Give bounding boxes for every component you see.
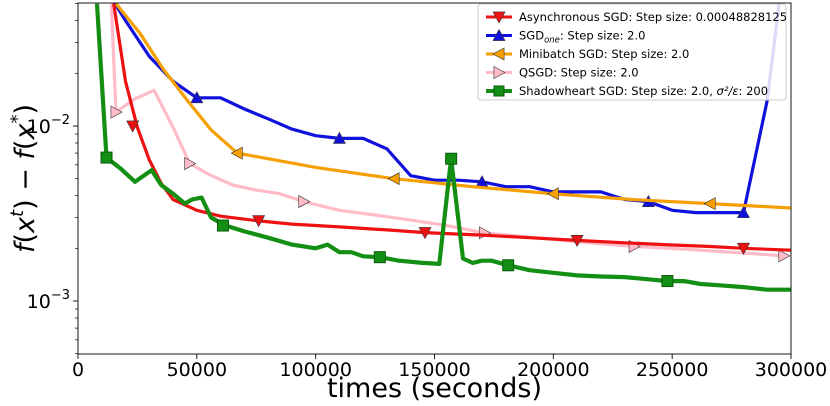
y-tick-exp: −3 [51,288,70,303]
svg-text:f(xt) − f(x*): f(xt) − f(x*) [7,104,41,253]
data-marker [703,197,716,211]
y-title-paren1: ( [10,233,41,244]
data-marker [252,215,266,228]
legend-label: Minibatch SGD: Step size: 2.0 [519,47,689,61]
x-tick-label: 300000 [755,359,828,381]
legend-marker [492,28,506,41]
legend-item: QSGD: Step size: 2.0 [486,66,639,80]
legend-label-math: σ²/ε [717,84,739,98]
data-marker [110,105,123,119]
x-tick-label: 100000 [279,359,352,381]
data-marker [570,234,584,248]
y-title-paren2: ( [10,140,41,151]
legend: Asynchronous SGD: Step size: 0.000488281… [477,3,787,101]
legend-item: Shadowheart SGD: Step size: 2.0, σ²/ε: 2… [486,84,768,98]
y-title-sup1: t [7,209,28,217]
legend-label: QSGD: Step size: 2.0 [519,66,639,80]
legend-marker [493,85,505,97]
legend-label: Asynchronous SGD: Step size: 0.000488281… [519,10,787,24]
legend-label-main: Minibatch SGD: Step size: 2.0 [519,47,689,61]
legend-marker [492,11,506,24]
data-marker [126,120,140,133]
legend-label-main: SGD [519,29,544,43]
legend-label-main: QSGD: Step size: 2.0 [519,66,639,80]
legend-label: SGDone: Step size: 2.0 [519,29,645,46]
y-title-x1: x [10,216,41,234]
series-minibatch-sgd [114,3,791,211]
legend-marker [493,65,506,80]
series-line [114,3,791,210]
legend-marker [492,47,505,61]
legend-item: SGDone: Step size: 2.0 [486,29,645,46]
legend-box [477,3,787,101]
series-line [109,3,785,258]
legend-item: Minibatch SGD: Step size: 2.0 [486,47,689,61]
legend-label-main: Shadowheart SGD: Step size: 2.0, [519,84,717,98]
data-marker [445,152,458,165]
y-tick-label: 10−3 [27,288,70,313]
data-marker [184,157,197,171]
y-tick-base: 10 [27,116,51,138]
data-marker [736,205,750,218]
legend-label-suffix: : 200 [739,84,768,98]
y-title-sup2: * [7,115,28,124]
data-marker [298,195,311,209]
x-tick-label: 50000 [167,359,227,381]
y-tick-exp: −2 [51,113,70,128]
data-marker [216,219,229,232]
series-line [112,3,781,215]
legend-item: Asynchronous SGD: Step size: 0.000488281… [486,10,787,24]
x-tick-label: 0 [72,359,84,381]
series-layer [94,3,791,292]
series-shadowheart-sgd [94,3,791,292]
y-title-x2: x [10,123,41,141]
data-marker [546,187,559,201]
data-marker [661,275,674,288]
y-title-close: ) [10,104,41,115]
x-tick-label: 200000 [517,359,590,381]
data-marker [190,91,204,104]
data-marker [230,146,243,160]
data-marker [100,151,113,164]
series-asynchronous-sgd [112,3,791,255]
data-marker [373,251,386,264]
legend-label: Shadowheart SGD: Step size: 2.0, σ²/ε: 2… [519,84,768,98]
x-tick-label: 250000 [636,359,709,381]
series-line [94,3,791,292]
y-tick-base: 10 [27,291,51,313]
series-line [112,3,791,252]
data-marker [418,227,432,240]
x-axis-title: times (seconds) [327,373,542,404]
data-marker [778,249,791,263]
data-marker [736,242,750,255]
y-title-mid: ) − [10,160,41,210]
y-axis-title: f(xt) − f(x*) [7,104,41,253]
data-marker [332,131,346,144]
legend-label-sub: one [544,36,560,46]
legend-label-suffix: : Step size: 2.0 [560,29,646,43]
data-marker [387,172,400,186]
y-tick-label: 10−2 [27,113,70,138]
data-marker [502,259,515,272]
axis-layer: 0 50000 100000 150000 200000 250000 30000010−3… [27,3,828,381]
x-tick-label: 150000 [398,359,471,381]
legend-label-main: Asynchronous SGD: Step size: 0.000488281… [519,10,787,24]
